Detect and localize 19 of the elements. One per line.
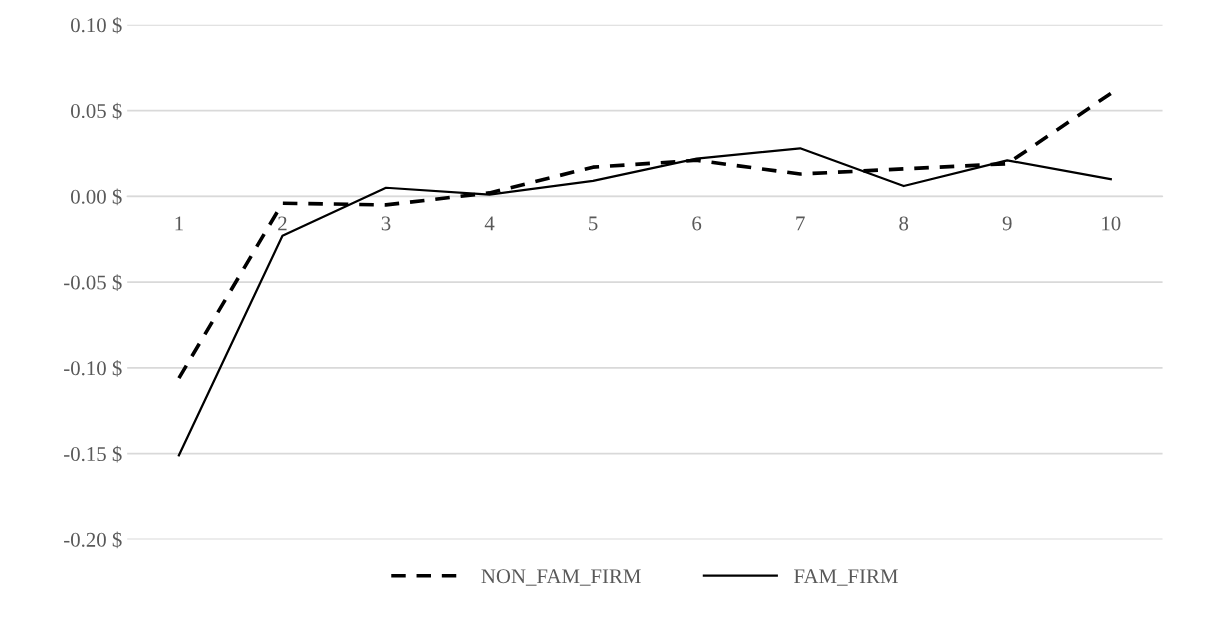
x-tick-label: 3	[381, 216, 391, 231]
y-tick-label: -0.15 $	[64, 445, 122, 463]
y-tick-label: 0.05 $	[71, 102, 122, 120]
x-tick-label: 1	[175, 216, 183, 231]
y-tick-label: -0.20 $	[64, 531, 122, 549]
legend-label: FAM_FIRM	[794, 569, 898, 586]
y-tick-label: -0.05 $	[64, 274, 122, 291]
x-tick-label: 7	[796, 216, 805, 231]
x-tick-label: 8	[899, 216, 909, 231]
x-tick-label: 10	[1102, 216, 1121, 231]
y-tick-label: -0.10 $	[64, 360, 122, 377]
x-tick-label: 4	[484, 216, 495, 231]
x-tick-label: 2	[278, 216, 287, 231]
x-tick-label: 6	[692, 216, 702, 231]
x-tick-label: 9	[1002, 216, 1012, 231]
legend-label: NON_FAM_FIRM	[481, 569, 641, 586]
y-tick-label: 0.00 $	[71, 188, 122, 206]
y-tick-label: 0.10 $	[71, 16, 122, 34]
x-tick-label: 5	[589, 216, 598, 231]
